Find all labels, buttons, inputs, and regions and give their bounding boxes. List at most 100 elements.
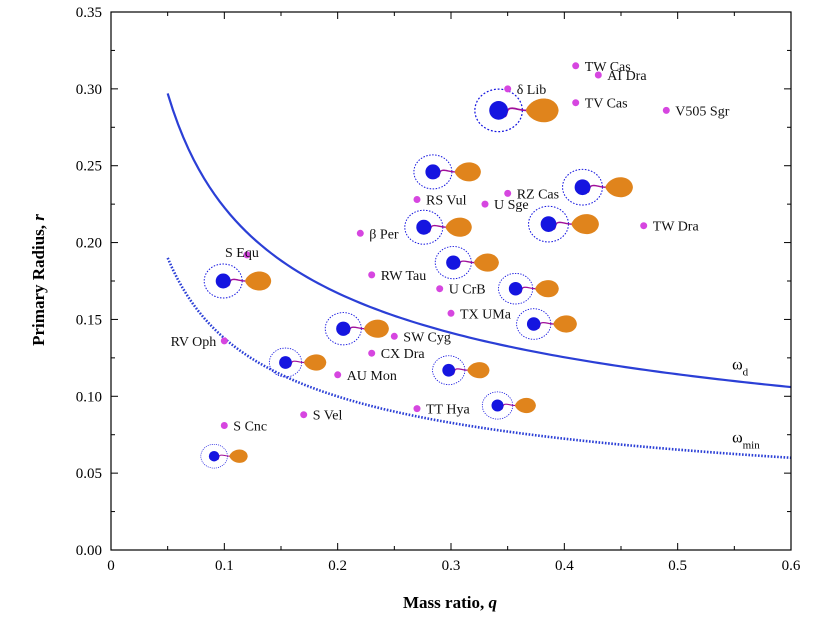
point-label: SW Cyg bbox=[403, 330, 451, 345]
secondary-star bbox=[474, 253, 499, 272]
data-point bbox=[447, 309, 455, 317]
primary-star bbox=[416, 219, 432, 235]
ticks-layer: 0 0.1 0.2 0.3 0.4 0.5 0.6 0.00 0.05 0.10 0.15 0.20 0… bbox=[76, 5, 801, 574]
binary-system-icon bbox=[324, 312, 389, 346]
point-label: S Cnc bbox=[233, 420, 267, 435]
point-label: TV Cas bbox=[585, 97, 628, 112]
x-tick-label: 0.5 bbox=[668, 558, 687, 574]
x-axis-title-text: Mass ratio, bbox=[403, 593, 488, 612]
mass-transfer-stream bbox=[553, 221, 572, 231]
point-label: β Per bbox=[369, 227, 399, 242]
primary-star bbox=[425, 164, 441, 180]
point-label: TT Hya bbox=[426, 403, 470, 418]
data-point bbox=[243, 251, 251, 259]
binary-system-icon bbox=[404, 209, 472, 245]
x-tick-label: 0.4 bbox=[555, 558, 574, 574]
curves-layer bbox=[166, 93, 792, 460]
y-tick-label: 0.10 bbox=[76, 389, 102, 405]
y-tick-label: 0.20 bbox=[76, 236, 102, 252]
x-axis-title-var: q bbox=[488, 593, 497, 612]
secondary-star bbox=[364, 319, 389, 338]
mass-transfer-stream bbox=[227, 278, 246, 287]
plot-frame bbox=[110, 11, 792, 551]
binary-system-icon bbox=[434, 245, 499, 280]
binary-system-icon bbox=[562, 168, 633, 206]
points-layer bbox=[220, 62, 670, 429]
mass-transfer-stream bbox=[537, 321, 554, 330]
primary-star bbox=[526, 317, 541, 331]
data-point bbox=[504, 85, 512, 93]
x-tick-label: 0 bbox=[107, 558, 115, 574]
data-point bbox=[390, 332, 398, 340]
data-point bbox=[413, 405, 421, 413]
curve-label-min: ωmin bbox=[732, 429, 760, 451]
binary-system-icon bbox=[498, 272, 559, 305]
secondary-star bbox=[454, 162, 481, 182]
secondary-star bbox=[245, 271, 272, 291]
x-axis-title: Mass ratio, q bbox=[403, 593, 497, 612]
mass-transfer-stream bbox=[289, 360, 305, 368]
point-label: TW Dra bbox=[653, 220, 700, 235]
mass-transfer-stream bbox=[428, 224, 446, 233]
secondary-star bbox=[304, 354, 327, 371]
primary-star bbox=[540, 216, 557, 232]
data-point bbox=[368, 349, 376, 357]
data-point bbox=[220, 337, 228, 345]
primary-star bbox=[208, 450, 220, 462]
primary-star bbox=[489, 101, 508, 120]
point-label: RS Vul bbox=[426, 194, 467, 209]
data-point bbox=[436, 285, 444, 293]
y-tick-label: 0.00 bbox=[76, 543, 102, 559]
point-label: RV Oph bbox=[171, 335, 217, 350]
primary-star bbox=[446, 255, 461, 270]
mass-transfer-stream bbox=[519, 286, 536, 294]
curve-label-d: ωd bbox=[732, 357, 749, 379]
primary-star bbox=[491, 399, 504, 412]
primary-star bbox=[336, 321, 351, 336]
data-point bbox=[300, 411, 308, 419]
curve-d bbox=[166, 93, 792, 389]
y-axis-title-text: Primary Radius, bbox=[29, 221, 48, 346]
binary-system-icon bbox=[481, 391, 536, 420]
data-point bbox=[594, 71, 602, 79]
secondary-star bbox=[571, 214, 599, 235]
binary-system-icon bbox=[413, 154, 481, 190]
axes-frame bbox=[110, 11, 792, 551]
secondary-star bbox=[605, 177, 633, 198]
secondary-star bbox=[467, 362, 490, 379]
point-label: AU Mon bbox=[347, 369, 397, 384]
data-point bbox=[334, 371, 342, 379]
data-point bbox=[572, 62, 580, 70]
binary-system-icon bbox=[268, 347, 327, 378]
x-tick-label: 0.3 bbox=[442, 558, 461, 574]
data-point bbox=[640, 222, 648, 230]
y-tick-label: 0.05 bbox=[76, 466, 102, 482]
binary-system-icon bbox=[432, 355, 490, 386]
primary-star bbox=[215, 273, 231, 289]
data-point bbox=[481, 200, 489, 208]
data-point bbox=[413, 196, 421, 203]
mass-transfer-stream bbox=[457, 260, 475, 268]
point-label: AI Dra bbox=[607, 69, 647, 84]
curve-label-subscript: d bbox=[743, 367, 749, 379]
point-label: S Equ bbox=[225, 246, 259, 261]
primary-star bbox=[442, 363, 456, 377]
y-tick-label: 0.15 bbox=[76, 312, 102, 328]
primary-star bbox=[508, 281, 523, 296]
primary-star bbox=[279, 356, 292, 369]
mass-transfer-stream bbox=[504, 107, 527, 118]
x-tick-label: 0.6 bbox=[782, 558, 801, 574]
binary-icons-layer bbox=[200, 88, 633, 469]
secondary-star bbox=[553, 315, 577, 333]
binary-system-icon bbox=[474, 88, 559, 133]
y-tick-label: 0.35 bbox=[76, 5, 102, 21]
y-tick-label: 0.25 bbox=[76, 159, 102, 175]
point-label: S Vel bbox=[313, 409, 343, 424]
secondary-star bbox=[526, 98, 559, 123]
y-axis-title-var: r bbox=[29, 214, 48, 221]
x-tick-label: 0.1 bbox=[215, 558, 234, 574]
curve-label-symbol: ω bbox=[732, 429, 743, 446]
data-point bbox=[356, 229, 364, 237]
